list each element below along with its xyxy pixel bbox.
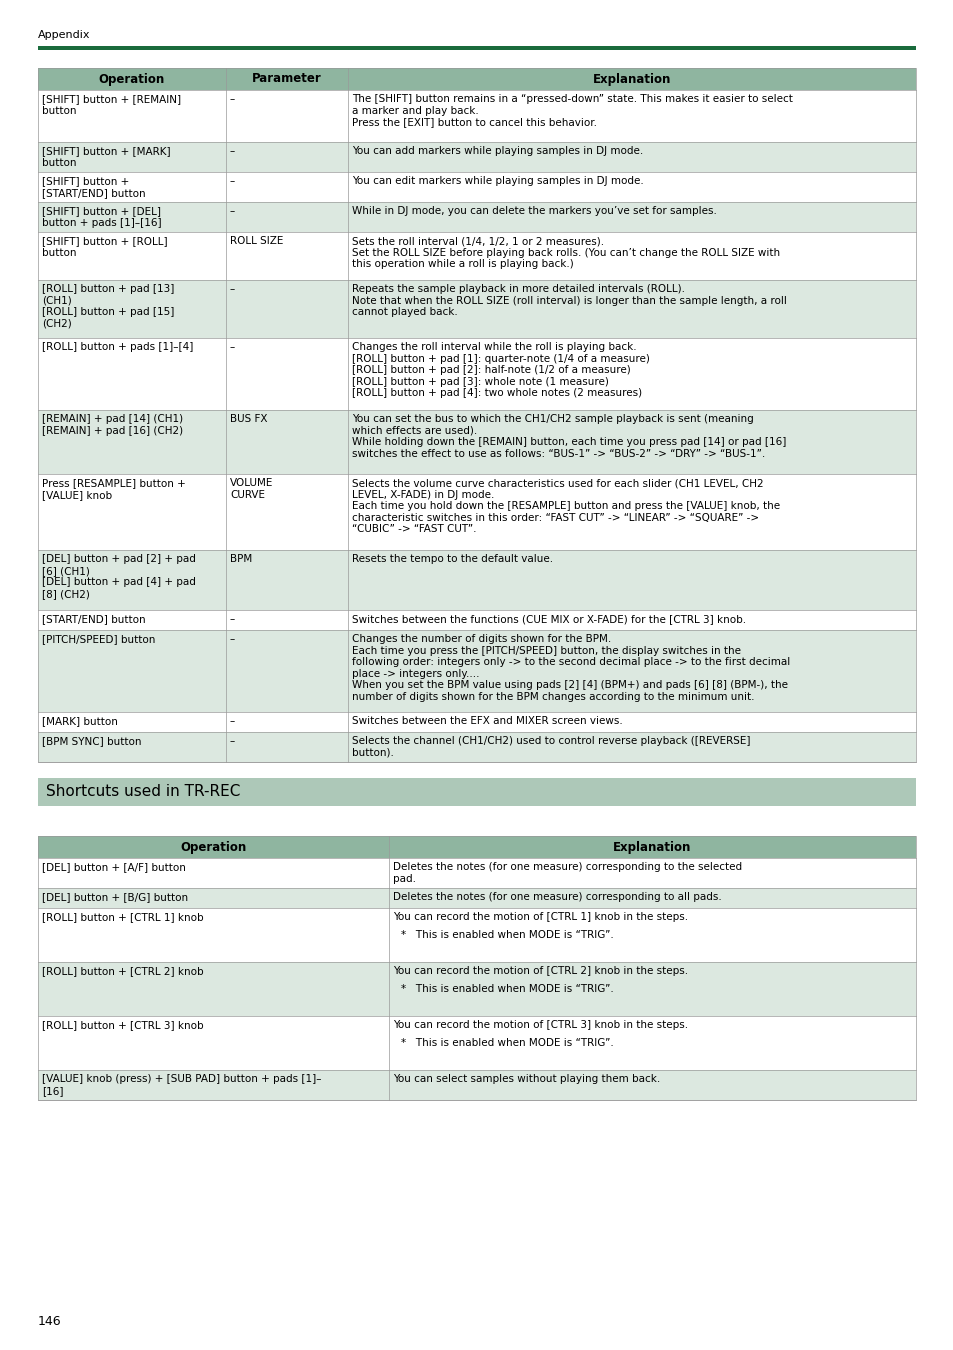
Text: BUS FX: BUS FX — [230, 414, 267, 424]
Text: [ROLL] button + [CTRL 3] knob: [ROLL] button + [CTRL 3] knob — [42, 1021, 203, 1030]
Text: [SHIFT] button + [REMAIN]
button: [SHIFT] button + [REMAIN] button — [42, 95, 181, 116]
Bar — [38, 338, 915, 410]
Text: Switches between the EFX and MIXER screen views.: Switches between the EFX and MIXER scree… — [352, 716, 622, 726]
Text: [ROLL] button + [CTRL 1] knob: [ROLL] button + [CTRL 1] knob — [42, 913, 203, 922]
Text: [DEL] button + pad [2] + pad
[6] (CH1)
[DEL] button + pad [4] + pad
[8] (CH2): [DEL] button + pad [2] + pad [6] (CH1) [… — [42, 554, 195, 599]
Text: [VALUE] knob (press) + [SUB PAD] button + pads [1]–
[16]: [VALUE] knob (press) + [SUB PAD] button … — [42, 1075, 321, 1096]
Text: [ROLL] button + pad [13]
(CH1)
[ROLL] button + pad [15]
(CH2): [ROLL] button + pad [13] (CH1) [ROLL] bu… — [42, 284, 174, 329]
Bar — [38, 963, 915, 1017]
Text: [MARK] button: [MARK] button — [42, 716, 118, 726]
Text: [SHIFT] button + [MARK]
button: [SHIFT] button + [MARK] button — [42, 146, 171, 167]
Text: –: – — [230, 716, 235, 726]
Text: Explanation: Explanation — [613, 841, 691, 853]
Text: While in DJ mode, you can delete the markers you’ve set for samples.: While in DJ mode, you can delete the mar… — [352, 207, 716, 216]
Bar — [38, 410, 915, 474]
Text: Shortcuts used in TR-REC: Shortcuts used in TR-REC — [46, 784, 240, 799]
Text: –: – — [230, 342, 235, 352]
Text: BPM: BPM — [230, 554, 252, 564]
Text: *   This is enabled when MODE is “TRIG”.: * This is enabled when MODE is “TRIG”. — [400, 1038, 613, 1049]
Bar — [38, 171, 915, 202]
Text: [REMAIN] + pad [14] (CH1)
[REMAIN] + pad [16] (CH2): [REMAIN] + pad [14] (CH1) [REMAIN] + pad… — [42, 414, 183, 436]
Bar — [38, 68, 915, 90]
Bar — [38, 836, 915, 859]
Text: Operation: Operation — [99, 73, 165, 85]
Text: –: – — [230, 634, 235, 644]
Bar — [38, 46, 915, 50]
Text: Changes the number of digits shown for the BPM.
Each time you press the [PITCH/S: Changes the number of digits shown for t… — [352, 634, 789, 702]
Bar — [38, 778, 915, 806]
Text: Switches between the functions (CUE MIX or X-FADE) for the [CTRL 3] knob.: Switches between the functions (CUE MIX … — [352, 614, 745, 624]
Text: You can select samples without playing them back.: You can select samples without playing t… — [393, 1075, 659, 1084]
Text: –: – — [230, 736, 235, 747]
Text: [PITCH/SPEED] button: [PITCH/SPEED] button — [42, 634, 155, 644]
Bar — [38, 1017, 915, 1071]
Text: [ROLL] button + pads [1]–[4]: [ROLL] button + pads [1]–[4] — [42, 342, 193, 352]
Text: You can add markers while playing samples in DJ mode.: You can add markers while playing sample… — [352, 146, 642, 157]
Text: [SHIFT] button + [ROLL]
button: [SHIFT] button + [ROLL] button — [42, 236, 168, 258]
Text: Sets the roll interval (1/4, 1/2, 1 or 2 measures).
Set the ROLL SIZE before pla: Sets the roll interval (1/4, 1/2, 1 or 2… — [352, 236, 780, 269]
Bar — [38, 1071, 915, 1100]
Bar — [38, 142, 915, 171]
Text: Selects the volume curve characteristics used for each slider (CH1 LEVEL, CH2
LE: Selects the volume curve characteristics… — [352, 478, 780, 535]
Text: You can edit markers while playing samples in DJ mode.: You can edit markers while playing sampl… — [352, 176, 643, 186]
Text: [DEL] button + [B/G] button: [DEL] button + [B/G] button — [42, 892, 188, 902]
Bar — [38, 909, 915, 963]
Text: You can record the motion of [CTRL 2] knob in the steps.: You can record the motion of [CTRL 2] kn… — [393, 967, 687, 976]
Text: Changes the roll interval while the roll is playing back.
[ROLL] button + pad [1: Changes the roll interval while the roll… — [352, 342, 649, 398]
Bar — [38, 630, 915, 711]
Text: pad.: pad. — [393, 873, 416, 883]
Bar — [38, 549, 915, 610]
Text: VOLUME
CURVE: VOLUME CURVE — [230, 478, 274, 500]
Text: –: – — [230, 95, 235, 104]
Text: Explanation: Explanation — [592, 73, 671, 85]
Bar — [38, 836, 915, 1100]
Text: You can record the motion of [CTRL 1] knob in the steps.: You can record the motion of [CTRL 1] kn… — [393, 913, 687, 922]
Text: Parameter: Parameter — [252, 73, 321, 85]
Text: –: – — [230, 146, 235, 157]
Text: Press [RESAMPLE] button +
[VALUE] knob: Press [RESAMPLE] button + [VALUE] knob — [42, 478, 186, 500]
Bar — [38, 859, 915, 888]
Text: *   This is enabled when MODE is “TRIG”.: * This is enabled when MODE is “TRIG”. — [400, 930, 613, 941]
Bar — [38, 711, 915, 732]
Text: 146: 146 — [38, 1315, 62, 1328]
Text: Deletes the notes (for one measure) corresponding to all pads.: Deletes the notes (for one measure) corr… — [393, 892, 721, 902]
Text: –: – — [230, 176, 235, 186]
Text: [START/END] button: [START/END] button — [42, 614, 146, 624]
Text: Resets the tempo to the default value.: Resets the tempo to the default value. — [352, 554, 553, 564]
Text: [SHIFT] button +
[START/END] button: [SHIFT] button + [START/END] button — [42, 176, 146, 197]
Bar — [38, 888, 915, 909]
Bar — [38, 232, 915, 279]
Text: –: – — [230, 614, 235, 624]
Bar — [38, 202, 915, 232]
Bar — [38, 68, 915, 761]
Text: Operation: Operation — [180, 841, 247, 853]
Text: –: – — [230, 284, 235, 294]
Text: *   This is enabled when MODE is “TRIG”.: * This is enabled when MODE is “TRIG”. — [400, 984, 613, 995]
Text: Appendix: Appendix — [38, 30, 91, 40]
Text: You can set the bus to which the CH1/CH2 sample playback is sent (meaning
which : You can set the bus to which the CH1/CH2… — [352, 414, 785, 459]
Text: Repeats the sample playback in more detailed intervals (ROLL).
Note that when th: Repeats the sample playback in more deta… — [352, 284, 786, 317]
Text: [ROLL] button + [CTRL 2] knob: [ROLL] button + [CTRL 2] knob — [42, 967, 203, 976]
Bar — [38, 474, 915, 549]
Text: You can record the motion of [CTRL 3] knob in the steps.: You can record the motion of [CTRL 3] kn… — [393, 1021, 687, 1030]
Text: The [SHIFT] button remains in a “pressed-down” state. This makes it easier to se: The [SHIFT] button remains in a “pressed… — [352, 95, 792, 127]
Text: ROLL SIZE: ROLL SIZE — [230, 236, 283, 246]
Bar — [38, 610, 915, 630]
Text: Selects the channel (CH1/CH2) used to control reverse playback ([REVERSE]
button: Selects the channel (CH1/CH2) used to co… — [352, 736, 750, 757]
Text: –: – — [230, 207, 235, 216]
Bar — [38, 90, 915, 142]
Text: [DEL] button + [A/F] button: [DEL] button + [A/F] button — [42, 863, 186, 872]
Bar — [38, 279, 915, 338]
Text: Deletes the notes (for one measure) corresponding to the selected: Deletes the notes (for one measure) corr… — [393, 863, 741, 872]
Text: [BPM SYNC] button: [BPM SYNC] button — [42, 736, 141, 747]
Bar — [38, 732, 915, 761]
Text: [SHIFT] button + [DEL]
button + pads [1]–[16]: [SHIFT] button + [DEL] button + pads [1]… — [42, 207, 161, 228]
